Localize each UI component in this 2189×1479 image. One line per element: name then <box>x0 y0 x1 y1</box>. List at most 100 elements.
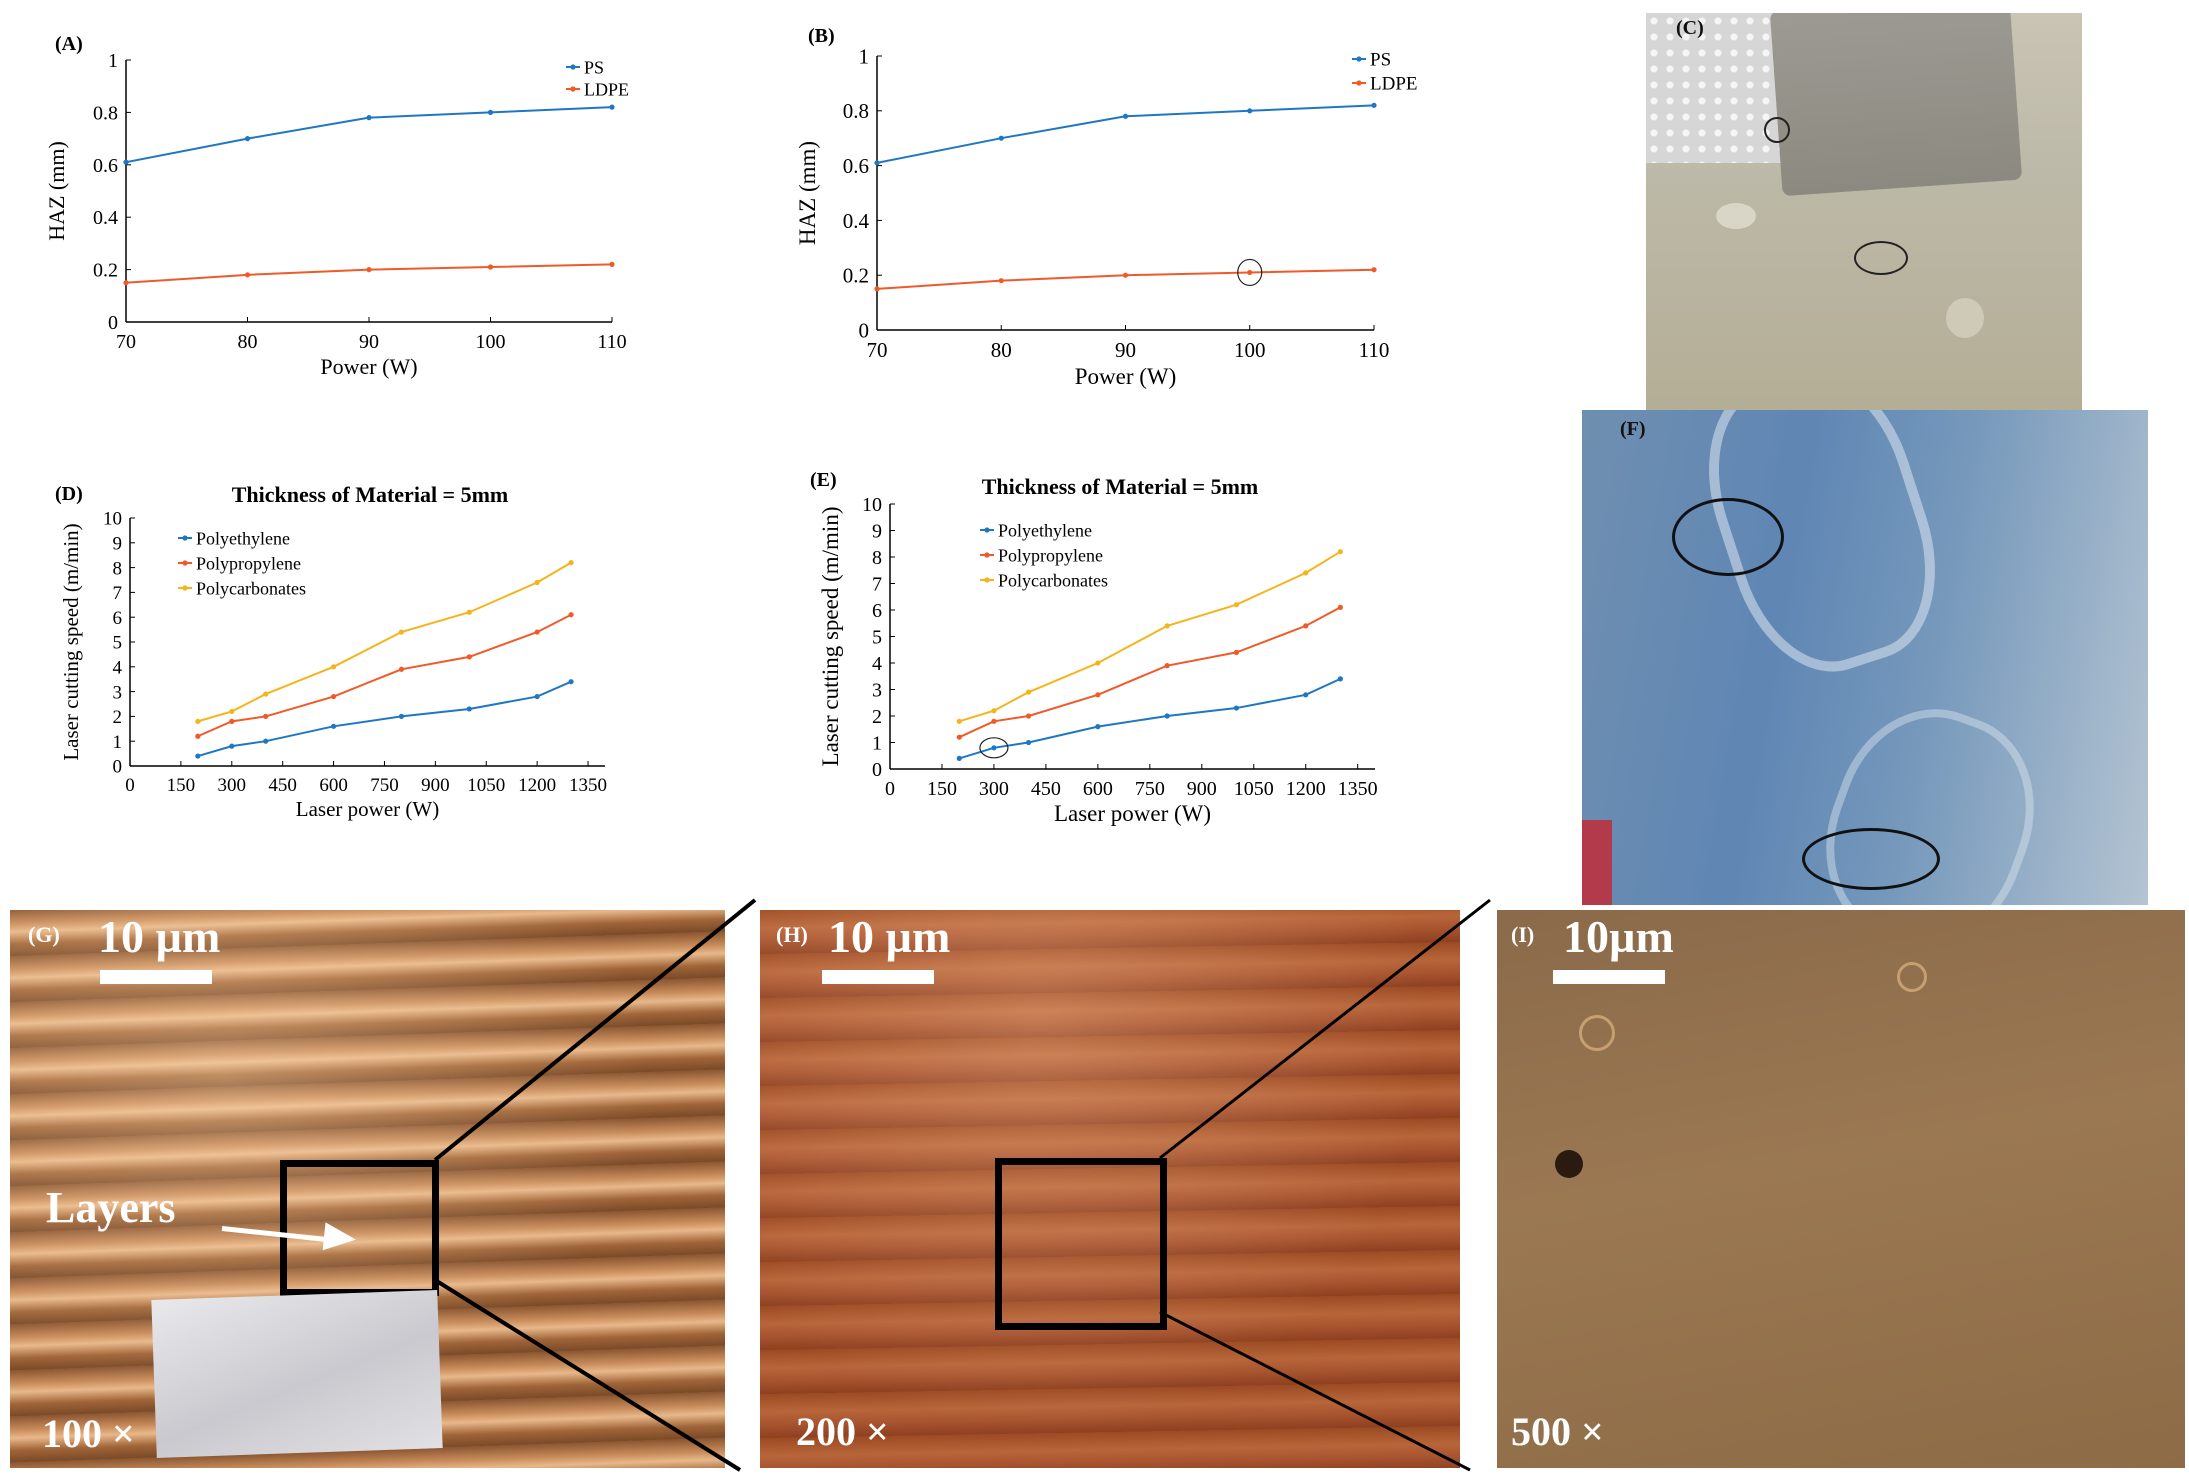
photo-f-ellipse-marker <box>1672 498 1784 576</box>
x-tick-label: 1350 <box>1338 778 1378 800</box>
data-point <box>1337 604 1343 610</box>
photo-f: (F) <box>1582 410 2148 905</box>
y-tick-label: 7 <box>113 583 123 604</box>
data-point <box>1233 649 1240 655</box>
micrograph-h-magnification: 200 × <box>796 1409 889 1454</box>
micrograph-i-bubble <box>1897 962 1927 992</box>
micrograph-i: (I) 10µm 500 × <box>1497 910 2185 1468</box>
data-point <box>991 718 997 724</box>
legend-label: Polycarbonates <box>196 578 306 598</box>
y-tick-label: 6 <box>113 608 123 629</box>
data-point <box>244 272 251 278</box>
connector-h-i-top <box>1159 898 1491 1160</box>
x-tick-label: 150 <box>167 775 196 796</box>
y-tick-label: 0 <box>108 312 118 334</box>
x-axis-label: Power (W) <box>320 354 417 379</box>
micrograph-i-label: (I) <box>1511 922 1535 947</box>
data-point <box>244 136 251 142</box>
y-tick-label: 0.2 <box>843 264 869 288</box>
micrograph-h-zoom-box <box>995 1158 1167 1330</box>
data-point <box>1164 623 1170 629</box>
legend-label: PS <box>1370 50 1391 71</box>
data-point <box>1303 623 1309 629</box>
photo-c-circle-marker <box>1764 117 1790 143</box>
x-axis-label: Power (W) <box>1075 364 1177 389</box>
y-tick-label: 1 <box>108 50 118 72</box>
y-axis-label: Laser cutting speed (m/min) <box>59 523 83 760</box>
legend-label: LDPE <box>584 79 629 99</box>
data-point <box>487 264 494 270</box>
data-point <box>1025 739 1032 746</box>
y-tick-label: 3 <box>113 682 123 703</box>
data-point <box>263 691 269 697</box>
x-tick-label: 90 <box>1115 338 1136 362</box>
data-point <box>1025 713 1032 719</box>
x-tick-label: 70 <box>867 338 888 362</box>
x-tick-label: 70 <box>116 331 136 353</box>
data-point <box>874 160 880 166</box>
micrograph-h-scale-label: 10 µm <box>828 911 951 962</box>
data-point <box>1247 108 1253 114</box>
micrograph-i-magnification: 500 × <box>1511 1409 1604 1454</box>
chart-e: 0 150 300 450 600 750 900 1050 1200 1350 0 1 2 3 4 5 6 7 8… <box>810 469 1378 826</box>
data-point <box>534 579 540 586</box>
data-point <box>123 280 129 286</box>
y-tick-label: 0.6 <box>843 154 869 178</box>
data-point <box>263 713 269 719</box>
x-tick-label: 90 <box>359 331 379 353</box>
y-tick-label: 0 <box>113 757 123 778</box>
y-tick-label: 0.6 <box>93 155 118 177</box>
series-line-polycarbonates <box>958 550 1341 723</box>
photo-f-red-patch <box>1582 820 1612 905</box>
x-tick-label: 300 <box>979 778 1009 800</box>
series-line-polyethylene <box>197 680 572 758</box>
legend-marker <box>182 560 188 566</box>
micrograph-g-layers-label: Layers <box>46 1183 176 1232</box>
chart-title: Thickness of Material = 5mm <box>232 482 509 507</box>
y-tick-label: 1 <box>872 733 882 755</box>
x-tick-label: 750 <box>1135 778 1165 800</box>
legend-label: Polyethylene <box>196 528 290 548</box>
data-point <box>609 261 615 267</box>
data-point <box>398 666 405 672</box>
data-point <box>398 713 405 719</box>
data-point <box>991 745 997 751</box>
series-line-polypropylene <box>958 606 1341 739</box>
y-tick-label: 5 <box>113 633 123 654</box>
y-tick-label: 0.2 <box>93 260 118 282</box>
data-point <box>330 664 337 670</box>
photo-c-bubble <box>1716 203 1756 229</box>
y-tick-label: 10 <box>103 509 122 530</box>
data-point <box>1095 724 1101 730</box>
x-tick-label: 750 <box>370 775 399 796</box>
data-point <box>956 718 962 724</box>
x-tick-label: 150 <box>927 778 957 800</box>
data-point <box>195 718 201 724</box>
y-tick-label: 0.8 <box>93 102 118 124</box>
micrograph-h: (H) 10 µm 200 × <box>760 910 1460 1468</box>
connector-g-h-top <box>433 898 757 1162</box>
data-point <box>466 654 472 660</box>
x-tick-label: 600 <box>319 775 348 796</box>
x-tick-label: 100 <box>1234 338 1266 362</box>
photo-c-dotted-texture <box>1646 13 1786 163</box>
series-line-polypropylene <box>197 613 572 738</box>
legend-marker <box>1356 80 1362 86</box>
y-tick-label: 8 <box>113 558 123 579</box>
x-tick-label: 110 <box>1359 338 1390 362</box>
photo-c-label: (C) <box>1676 17 1704 39</box>
y-tick-label: 0 <box>859 318 870 342</box>
micrograph-g-scale-bar <box>100 970 212 984</box>
data-point <box>366 115 372 121</box>
data-point <box>263 738 269 744</box>
data-point <box>568 679 574 685</box>
data-point <box>330 693 337 700</box>
y-axis-label: HAZ (mm) <box>795 141 820 245</box>
photo-f-ellipse-marker <box>1802 828 1940 890</box>
y-tick-label: 2 <box>113 707 123 728</box>
y-tick-label: 0.8 <box>843 99 869 123</box>
data-point <box>534 629 540 635</box>
chart-b: 70 80 90 100 110 0 0.2 0.4 0.6 0.8 1 Power (W) HAZ (… <box>795 25 1418 389</box>
data-point <box>568 560 574 566</box>
